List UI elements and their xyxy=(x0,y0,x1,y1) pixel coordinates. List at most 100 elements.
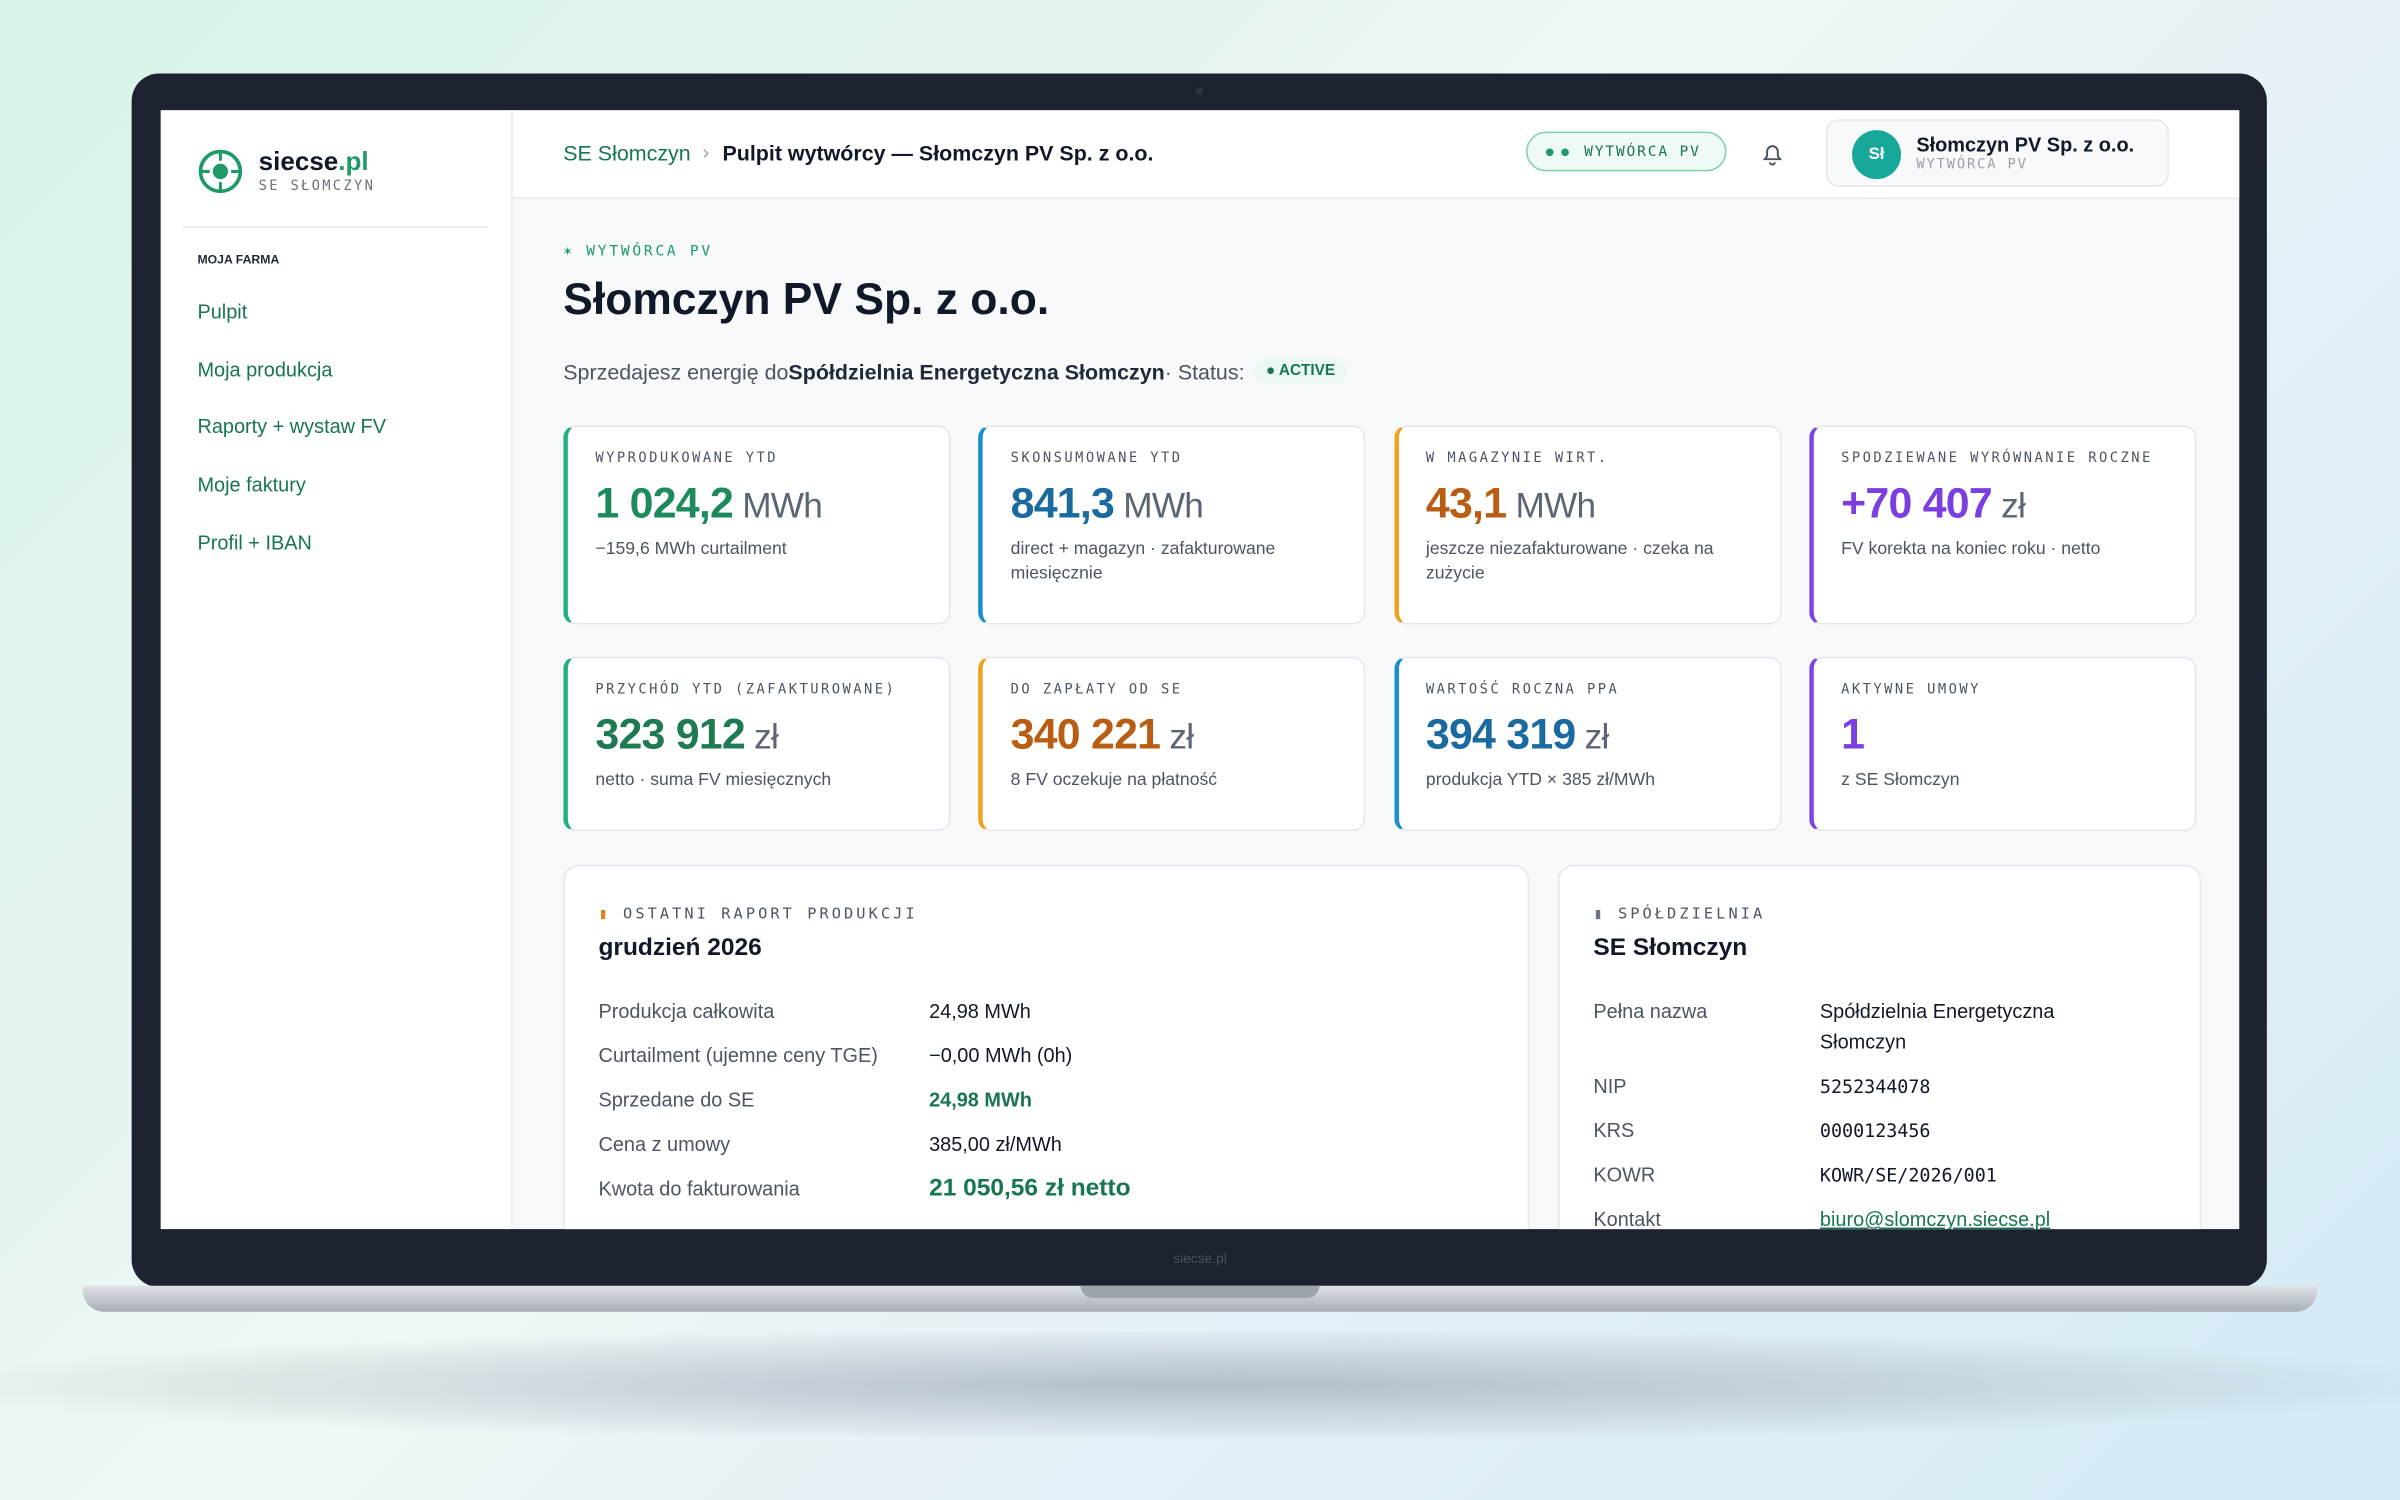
brand-logo xyxy=(198,149,243,194)
stat-number: 323 912 xyxy=(595,710,745,758)
stat-unit: MWh xyxy=(742,485,823,526)
info-key: Pełna nazwa xyxy=(1593,999,1708,1023)
stat-label: PRZYCHÓD YTD (ZAFAKTUROWANE) xyxy=(595,682,897,698)
info-value[interactable]: biuro@slomczyn.siecse.pl xyxy=(1819,1207,2051,1230)
nav-item[interactable]: Pulpit xyxy=(197,300,248,323)
coop-eyebrow: ▮ SPÓŁDZIELNIA xyxy=(1593,906,1766,923)
intro-text: Sprzedajesz energię do xyxy=(563,358,789,384)
info-row: Cena z umowy 385,00 zł/MWh xyxy=(598,1130,1493,1161)
stat-unit: zł xyxy=(754,716,779,757)
info-value: 5252344078 xyxy=(1819,1076,1931,1098)
info-row: KOWR KOWR/SE/2026/001 xyxy=(1593,1160,2165,1191)
stat-note: FV korekta na koniec roku · netto xyxy=(1841,540,2101,559)
sidebar: siecse.pl SE SŁOMCZYN MOJA FARMA Pulpit M… xyxy=(160,110,513,1230)
info-value: −0,00 MWh (0h) xyxy=(929,1043,1073,1067)
stat-number: 841,3 xyxy=(1010,479,1115,527)
nav-item[interactable]: Moja produkcja xyxy=(197,357,333,381)
stat-value: 1 024,2 MWh xyxy=(595,479,921,528)
brand-subtitle: SE SŁOMCZYN xyxy=(258,179,376,195)
stat-note: jeszcze niezafakturowane · czeka na zuży… xyxy=(1425,540,1714,584)
info-key: Curtailment (ujemne ceny TGE) xyxy=(598,1043,878,1067)
info-key: KRS xyxy=(1593,1118,1635,1142)
stat-note: netto · suma FV miesięcznych xyxy=(595,771,832,790)
info-value: 21 050,56 zł netto xyxy=(929,1175,1131,1202)
user-avatar: Sł xyxy=(1852,130,1902,180)
info-key: Produkcja całkowita xyxy=(598,999,775,1023)
coop-panel: ▮ SPÓŁDZIELNIA SE Słomczyn Pełna nazwa Sp… xyxy=(1558,864,2202,1230)
stat-number: 1 xyxy=(1841,710,1865,758)
nav-item[interactable]: Raporty + wystaw FV xyxy=(197,415,387,439)
stat-note: −159,6 MWh curtailment xyxy=(595,540,787,559)
stat-number: 340 221 xyxy=(1010,710,1161,758)
stat-unit: zł xyxy=(1169,716,1194,757)
notifications[interactable] xyxy=(1759,139,1787,167)
stat-label: SPODZIEWANE WYRÓWNANIE ROCZNE xyxy=(1841,451,2153,467)
info-value: 24,98 MWh xyxy=(929,999,1031,1023)
intro-partner: Spółdzielnia Energetyczna Słomczyn xyxy=(788,358,1165,384)
info-row: Kontakt biuro@slomczyn.siecse.pl xyxy=(1593,1205,2165,1229)
brand-tld: .pl xyxy=(338,146,369,177)
info-value: 385,00 zł/MWh xyxy=(929,1132,1062,1156)
info-key: Cena z umowy xyxy=(598,1132,731,1156)
stat-label: DO ZAPŁATY OD SE xyxy=(1010,682,1183,698)
stat-number: +70 407 xyxy=(1841,479,1993,527)
user-menu[interactable]: Sł Słomczyn PV Sp. z o.o. WYTWÓRCA PV xyxy=(1826,119,2169,187)
nav-item[interactable]: Moje faktury xyxy=(197,473,306,497)
nav-item[interactable]: Profil + IBAN xyxy=(197,530,312,554)
user-name: Słomczyn PV Sp. z o.o. xyxy=(1916,133,2135,157)
stat-label: WARTOŚĆ ROCZNA PPA xyxy=(1425,682,1620,698)
stat-label: W MAGAZYNIE WIRT. xyxy=(1425,451,1609,467)
topbar: SE Słomczyn › Pulpit wytwórcy — Słomczyn… xyxy=(512,110,2240,199)
brand-name: siecse xyxy=(258,146,339,177)
report-eyebrow-text: OSTATNI RAPORT PRODUKCJI xyxy=(623,906,918,923)
info-key: Sprzedane do SE xyxy=(598,1088,755,1112)
breadcrumb-current: Pulpit wytwórcy — Słomczyn PV Sp. z o.o. xyxy=(722,140,1154,166)
info-row: Kwota do fakturowania 21 050,56 zł netto xyxy=(598,1174,1493,1205)
info-row: Sprzedane do SE 24,98 MWh xyxy=(598,1085,1493,1116)
report-panel: ▮ OSTATNI RAPORT PRODUKCJI grudzień 2026… xyxy=(563,864,1530,1230)
info-value: 0000123456 xyxy=(1819,1120,1931,1142)
brand: siecse.pl xyxy=(259,147,369,178)
divider xyxy=(182,226,489,229)
stat-value: 394 319 zł xyxy=(1426,710,1752,759)
stat-number: 1 024,2 xyxy=(595,479,734,527)
stat-number: 394 319 xyxy=(1425,710,1576,758)
breadcrumb-root[interactable]: SE Słomczyn xyxy=(563,140,691,166)
report-title: grudzień 2026 xyxy=(598,935,762,962)
stat-value: 1 xyxy=(1841,710,2167,759)
stat-card: SPODZIEWANE WYRÓWNANIE ROCZNE +70 407 zł FV… xyxy=(1809,425,2197,625)
stat-card: W MAGAZYNIE WIRT. 43,1 MWh jeszcze niezafak… xyxy=(1393,425,1782,625)
status-text: ACTIVE xyxy=(1278,362,1336,380)
info-key: KOWR xyxy=(1593,1163,1656,1187)
stat-value: +70 407 zł xyxy=(1841,479,2167,528)
stat-card: DO ZAPŁATY OD SE 340 221 zł 8 FV oczekuje n… xyxy=(978,656,1366,832)
stat-value: 43,1 MWh xyxy=(1426,479,1752,528)
info-key: NIP xyxy=(1593,1074,1627,1098)
role-badge-text: WYTWÓRCA PV xyxy=(1584,143,1701,161)
info-key: Kwota do fakturowania xyxy=(598,1177,800,1201)
stat-note: direct + magazyn · zafakturowane miesięc… xyxy=(1010,540,1276,584)
page-eyebrow-text: WYTWÓRCA PV xyxy=(586,243,713,261)
stat-card: SKONSUMOWANE YTD 841,3 MWh direct + magazyn… xyxy=(978,425,1366,625)
page-title: Słomczyn PV Sp. z o.o. xyxy=(563,275,1050,325)
nav-section: MOJA FARMA xyxy=(197,252,280,267)
stat-card: WARTOŚĆ ROCZNA PPA 394 319 zł produkcja YTD… xyxy=(1393,656,1782,832)
info-value: Spółdzielnia Energetyczna Słomczyn xyxy=(1819,999,2055,1054)
user-role: WYTWÓRCA PV xyxy=(1916,157,2028,173)
stat-unit: MWh xyxy=(1123,485,1204,526)
info-value: KOWR/SE/2026/001 xyxy=(1819,1164,1997,1187)
laptop-label: siecse.pl xyxy=(1173,1250,1227,1266)
info-row: NIP 5252344078 xyxy=(1593,1071,2165,1102)
stat-unit: MWh xyxy=(1515,485,1596,526)
stat-value: 340 221 zł xyxy=(1011,710,1337,759)
camera xyxy=(1195,87,1204,95)
stat-number: 43,1 xyxy=(1425,479,1507,527)
stat-note: 8 FV oczekuje na płatność xyxy=(1010,771,1218,790)
stat-note: produkcja YTD × 385 zł/MWh xyxy=(1425,771,1655,790)
screen: siecse.pl SE SŁOMCZYN MOJA FARMA Pulpit M… xyxy=(160,110,2240,1230)
stat-unit: zł xyxy=(2001,485,2026,526)
info-key: Kontakt xyxy=(1593,1207,1661,1230)
stat-card: WYPRODUKOWANE YTD 1 024,2 MWh −159,6 MWh cu… xyxy=(563,425,951,625)
